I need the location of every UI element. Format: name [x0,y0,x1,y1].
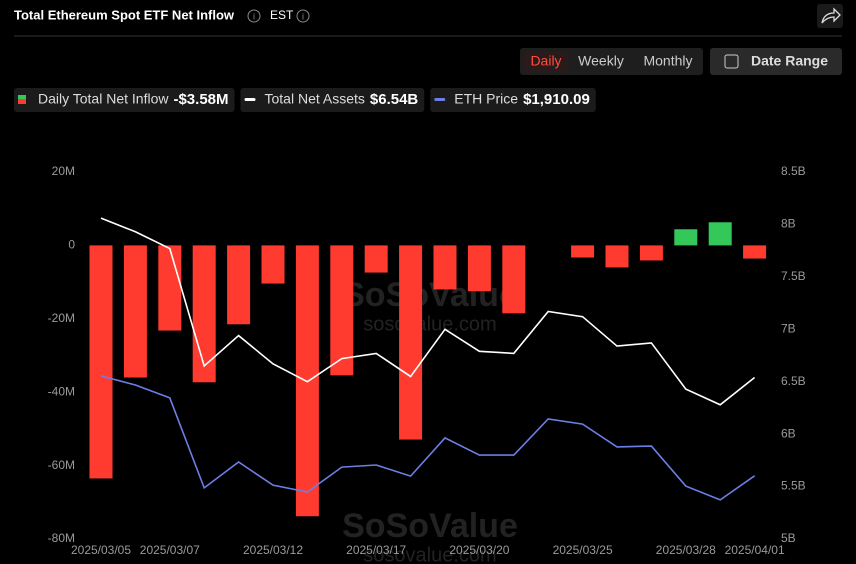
y-tick-label: -20M [48,311,75,325]
date-range-button[interactable] [710,48,842,75]
period-active-bg [524,51,568,72]
legend-item: Daily Total Net Inflow -$3.58M [14,88,235,112]
watermark-text: sosovalue.com [363,544,496,564]
y2-tick-label: 8B [781,217,796,231]
x-tick-label: 2025/03/20 [449,543,509,557]
x-tick-label: 2025/03/25 [553,543,613,557]
bar [743,245,767,259]
y2-tick-label: 7.5B [781,269,806,283]
bar [399,245,423,440]
legend-label: ETH Price [454,91,518,107]
legend-bg [14,88,235,112]
timezone: EST [270,8,294,22]
bar [89,245,113,479]
legend-label: Daily Total Net Inflow [38,91,169,107]
bar [261,245,285,284]
line [100,375,756,501]
x-tick-label: 2025/03/07 [140,543,200,557]
bar [467,245,491,292]
x-tick-label: 2025/03/28 [656,543,716,557]
bar [158,245,182,331]
watermark-text: SoSoValue [342,276,518,314]
y-tick-label: -80M [48,531,75,545]
legend-swatch [18,99,26,104]
legend-bg [240,88,425,112]
bar [433,245,457,290]
x-tick-label: 2025/03/05 [71,543,131,557]
legend-value: -$3.58M [173,91,228,108]
y2-tick-label: 6B [781,426,796,440]
y-tick-label: -60M [48,458,75,472]
legend-swatch [18,95,26,99]
y2-tick-label: 8.5B [781,164,806,178]
legend-item: Total Net Assets $6.54B [240,88,425,112]
bar [605,245,629,268]
x-tick-label: 2025/03/17 [346,543,406,557]
legend-value: $1,910.09 [523,91,590,108]
info-icon-glyph: i [253,11,255,21]
legend-swatch [244,98,256,101]
bar [639,245,663,261]
bar [674,229,698,246]
y2-tick-label: 6.5B [781,374,806,388]
chart-title: Total Ethereum Spot ETF Net Inflow [14,7,235,22]
legend-value: $6.54B [370,91,419,108]
calendar-icon [724,54,739,69]
legend-label: Total Net Assets [265,91,365,107]
bar [571,245,595,258]
period-button[interactable]: Daily [530,53,561,69]
watermark: SoSoValue sosovalue.com SoSoValue sosova… [342,276,518,564]
bar [192,245,216,383]
info-icon-glyph: i [302,11,304,21]
y-tick-label: -40M [48,384,75,398]
watermark-text: SoSoValue [342,507,518,545]
bar [227,245,251,325]
y-tick-label: 20M [52,164,75,178]
y2-tick-label: 7B [781,321,796,335]
share-icon [821,7,841,24]
y2-tick-label: 5B [781,531,796,545]
date-range-label: Date Range [751,53,828,69]
bar [502,245,526,314]
legend-item: ETH Price $1,910.09 [430,88,596,112]
line [100,217,756,406]
legend-swatch [434,98,446,101]
bar [123,245,147,378]
y2-tick-label: 5.5B [781,479,806,493]
bar [708,222,732,246]
bar [364,245,388,273]
period-button[interactable]: Weekly [578,53,624,69]
info-icon[interactable] [296,9,310,23]
legend-bg [430,88,596,112]
y-tick-label: 0 [68,238,75,252]
bar [330,245,354,376]
x-tick-label: 2025/03/12 [243,543,303,557]
watermark-text: sosovalue.com [363,313,496,335]
info-icon[interactable] [247,9,261,23]
x-tick-label: 2025/04/01 [725,543,785,557]
period-button[interactable]: Monthly [643,53,692,69]
